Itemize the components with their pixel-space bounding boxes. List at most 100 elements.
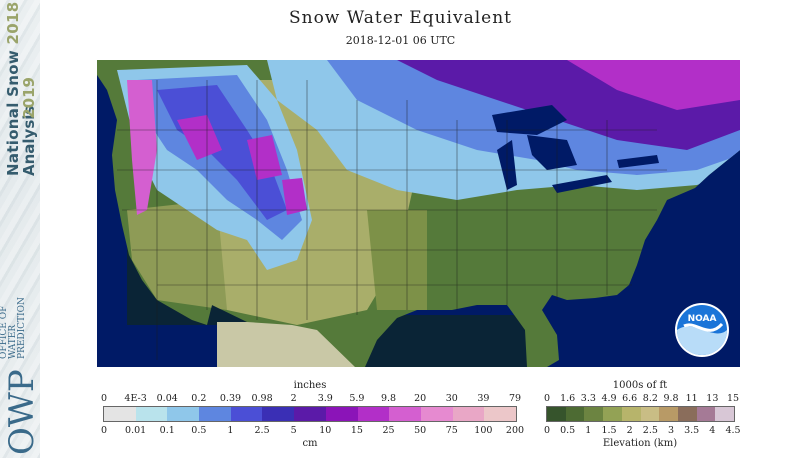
swe-swatch <box>420 407 453 421</box>
swe-swatch <box>135 407 168 421</box>
swe-cm-tick-label: 25 <box>382 425 395 436</box>
swe-cm-tick-label: 50 <box>414 425 427 436</box>
elevation-km-tick-label: 1 <box>585 425 592 436</box>
swe-cm-tick-label: 0 <box>100 425 108 436</box>
snow-magenta-northeast <box>567 60 740 110</box>
swe-cm-tick-label: 0.1 <box>159 425 175 436</box>
swe-cm-tick-label: 200 <box>505 425 525 436</box>
owp-office-name: OFFICE OF WATER PREDICTION <box>0 269 27 359</box>
swe-inches-tick-label: 3.9 <box>317 393 333 404</box>
noaa-logo: NOAA <box>675 303 729 357</box>
snow-rockies-peaks <box>177 115 307 215</box>
swe-inches-tick-label: 0.98 <box>251 393 273 404</box>
swe-inches-tick-label: 79 <box>508 393 522 404</box>
elevation-ft-tick-label: 13 <box>706 393 719 404</box>
lake-huron <box>527 135 577 170</box>
elevation-swatch <box>696 407 716 421</box>
elevation-ft-tick-label: 4.9 <box>601 393 617 404</box>
swe-swatch <box>484 407 516 421</box>
swe-inches-tick-label: 9.8 <box>380 393 397 404</box>
elevation-ft-tick-label: 3.3 <box>580 393 596 404</box>
swe-cm-tick-label: 100 <box>474 425 493 436</box>
swe-swatch <box>230 407 263 421</box>
elevation-swatch <box>565 407 585 421</box>
swe-inches-tick-label: 0.2 <box>191 393 207 404</box>
elevation-ft-tick-label: 6.6 <box>622 393 638 404</box>
map-title: Snow Water Equivalent <box>288 8 513 28</box>
owp-office-line3: PREDICTION <box>17 297 27 359</box>
elevation-km-tick-label: 3.5 <box>684 425 700 436</box>
elevation-ft-tick-label: 15 <box>726 393 740 404</box>
noaa-logo-text: NOAA <box>688 314 717 324</box>
swe-cm-tick-label: 0.01 <box>125 425 147 436</box>
elevation-swatch <box>715 407 735 421</box>
elevation-km-tick-label: 2 <box>626 425 633 436</box>
elevation-swatch <box>547 407 566 421</box>
swe-legend-bottom-unit: cm <box>302 438 318 449</box>
elevation-legend-top-unit: 1000s of ft <box>612 380 668 391</box>
elevation-legend-bottom-label: Elevation (km) <box>602 438 678 449</box>
product-subtitle-text: Analysis <box>20 105 38 176</box>
map-timestamp: 2018-12-01 06 UTC <box>345 34 456 47</box>
swe-inches-tick-label: 0.04 <box>156 393 178 404</box>
elevation-swatch <box>659 407 678 421</box>
elevation-swatch <box>677 407 697 421</box>
elevation-km-tick-label: 4.5 <box>725 425 741 436</box>
swe-inches-tick-label: 5.9 <box>349 393 365 404</box>
swe-cm-tick-label: 2.5 <box>254 425 270 436</box>
elevation-color-bar <box>546 406 735 422</box>
elevation-km-tick-label: 0.5 <box>560 425 576 436</box>
southwest-terrain <box>127 200 227 310</box>
swe-swatch <box>104 407 136 421</box>
elevation-km-tick-label: 2.5 <box>642 425 658 436</box>
snow-cascades <box>127 80 157 215</box>
swe-swatch <box>357 407 390 421</box>
snow-water-equivalent-map <box>97 60 740 367</box>
sidebar: National Snow 2018 Analysis 2019 OFFICE … <box>0 0 42 458</box>
swe-swatch <box>199 407 231 421</box>
swe-swatch <box>389 407 421 421</box>
elevation-km-tick-label: 1.5 <box>601 425 617 436</box>
swe-inches-tick-label: 4E-3 <box>124 393 147 404</box>
state-borders <box>117 80 667 360</box>
swe-legend-top-unit: inches <box>293 380 327 391</box>
elevation-ft-tick-label: 8.2 <box>642 393 658 404</box>
elevation-swatch <box>640 407 660 421</box>
central-terrain <box>367 210 427 310</box>
owp-logo: OWP <box>2 369 42 455</box>
elevation-ft-tick-label: 11 <box>685 393 698 404</box>
swe-inches-tick-label: 30 <box>445 393 458 404</box>
product-subtitle: Analysis 2019 <box>20 77 38 176</box>
elevation-swatch <box>603 407 622 421</box>
lake-erie <box>552 175 612 193</box>
elevation-ft-tick-label: 0 <box>543 393 551 404</box>
elevation-swatch <box>621 407 641 421</box>
swe-color-bar <box>103 406 517 422</box>
swe-inches-tick-label: 2 <box>290 393 297 404</box>
elevation-ft-tick-label: 9.8 <box>663 393 679 404</box>
elevation-km-tick-label: 3 <box>667 425 675 436</box>
swe-inches-tick-label: 39 <box>477 393 490 404</box>
elevation-km-tick-label: 0 <box>543 425 551 436</box>
swe-cm-tick-label: 5 <box>290 425 297 436</box>
swe-cm-tick-label: 15 <box>350 425 363 436</box>
swe-cm-tick-label: 0.5 <box>191 425 207 436</box>
swe-inches-tick-label: 20 <box>414 393 427 404</box>
swe-inches-tick-label: 0 <box>100 393 108 404</box>
swe-swatch <box>452 407 485 421</box>
sidebar-snow-texture <box>0 0 40 458</box>
swe-swatch <box>294 407 326 421</box>
elevation-swatch <box>584 407 604 421</box>
swe-swatch <box>167 407 200 421</box>
season-end-year: 2019 <box>20 77 38 119</box>
swe-cm-tick-label: 10 <box>319 425 332 436</box>
swe-cm-tick-label: 75 <box>445 425 458 436</box>
elevation-ft-tick-label: 1.6 <box>560 393 576 404</box>
lake-superior <box>492 105 567 135</box>
lake-ontario <box>617 155 659 168</box>
swe-swatch <box>325 407 358 421</box>
elevation-km-tick-label: 4 <box>709 425 716 436</box>
swe-swatch <box>262 407 295 421</box>
swe-inches-tick-label: 0.39 <box>219 393 242 404</box>
swe-cm-tick-label: 1 <box>227 425 234 436</box>
